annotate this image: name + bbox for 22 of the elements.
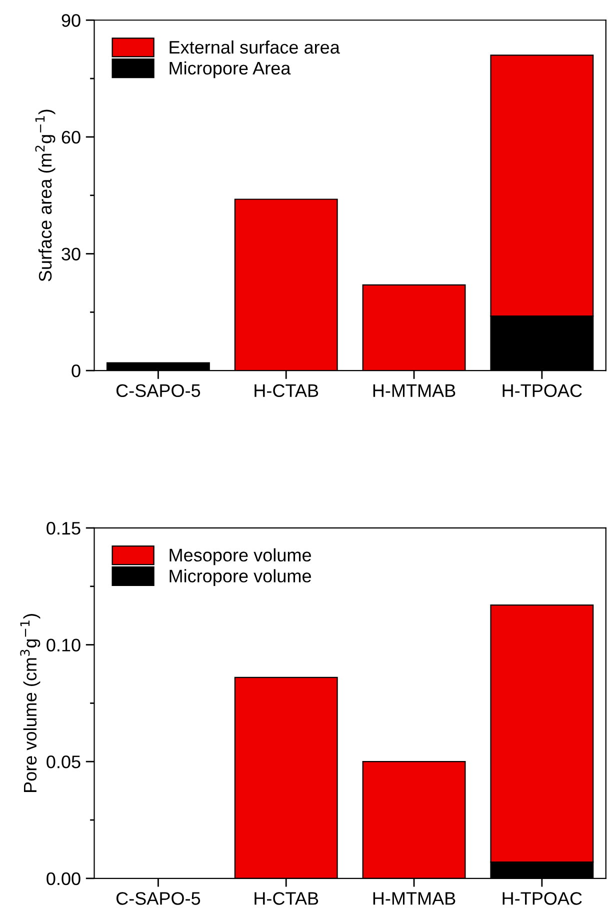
y-tick-label: 0.00: [46, 872, 80, 886]
y-tick-label: 0.10: [46, 638, 80, 652]
y-tick-label: 0: [72, 364, 80, 378]
x-tick-label: H-CTAB: [254, 384, 318, 398]
y-tick-label: 90: [62, 14, 80, 27]
y-axis-title: Pore volume (cm$^{3}$g$^{−1}$): [20, 614, 40, 792]
x-tick-label: C-SAPO-5: [116, 384, 200, 398]
x-tick-label: H-TPOAC: [502, 892, 582, 905]
legend-label: External surface area: [170, 40, 340, 54]
y-tick-label: 30: [62, 248, 80, 260]
legend-label: Micropore volume: [170, 569, 311, 586]
legend-label: Micropore Area: [170, 61, 291, 78]
y-tick-label: 60: [62, 130, 80, 144]
y-tick-label: 0.15: [46, 522, 80, 535]
x-tick-label: H-MTMAB: [373, 384, 456, 397]
legend-label: Mesopore volume: [170, 548, 311, 566]
y-tick-label: 0.05: [46, 756, 80, 768]
x-tick-label: H-CTAB: [254, 892, 318, 905]
x-tick-label: H-TPOAC: [502, 384, 582, 398]
y-axis-title: Surface area (m$^{2}$g$^{−1}$): [35, 110, 56, 282]
x-tick-label: H-MTMAB: [373, 892, 456, 905]
x-tick-label: C-SAPO-5: [116, 892, 200, 905]
